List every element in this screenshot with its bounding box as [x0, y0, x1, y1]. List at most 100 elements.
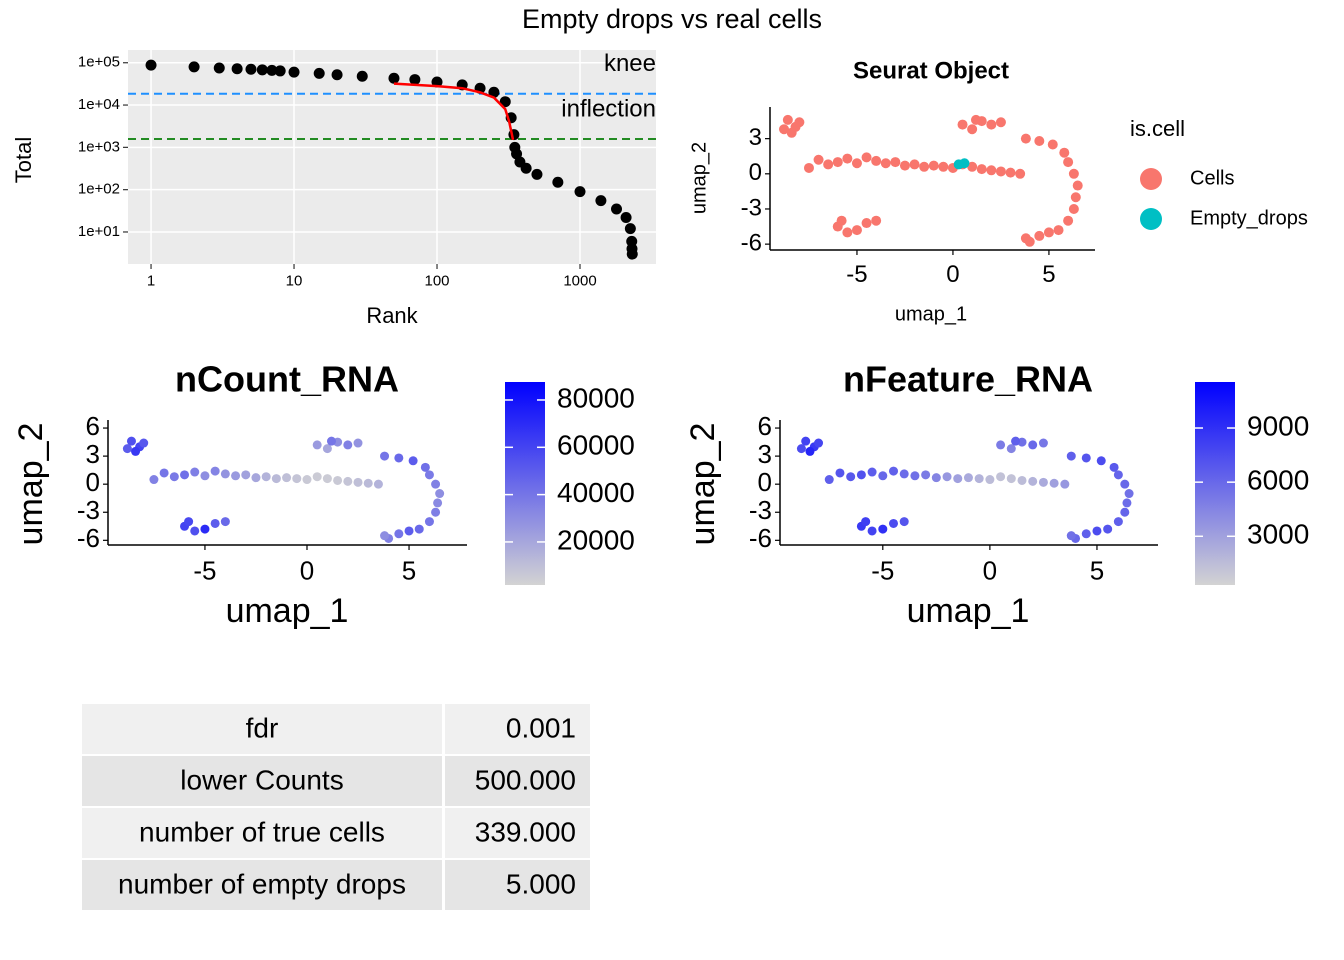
data-point — [408, 456, 418, 466]
data-point — [1043, 227, 1054, 238]
data-point — [312, 440, 322, 450]
data-point — [1053, 225, 1064, 236]
data-point — [899, 517, 909, 527]
data-point — [878, 524, 888, 534]
table-cell — [445, 860, 590, 910]
legend-swatch — [1140, 208, 1162, 230]
data-point — [220, 517, 230, 527]
data-point — [1063, 215, 1074, 226]
data-point — [856, 470, 866, 480]
data-point — [188, 61, 200, 73]
data-point — [1028, 440, 1038, 450]
plot-background — [128, 50, 656, 264]
data-point — [1120, 507, 1130, 517]
data-point — [813, 154, 824, 165]
data-point — [624, 223, 636, 235]
colorbar-label: 3000 — [1247, 519, 1309, 550]
x-tick-label: 0 — [300, 555, 314, 585]
data-point — [846, 472, 856, 482]
data-point — [210, 466, 220, 476]
legend-label: Empty_drops — [1190, 207, 1308, 229]
data-point — [938, 161, 949, 172]
data-point — [231, 63, 243, 75]
data-point — [959, 158, 970, 169]
data-point — [331, 69, 343, 81]
data-point — [184, 517, 194, 527]
data-point — [1038, 438, 1048, 448]
data-point — [1034, 135, 1045, 146]
colorbar-label: 40000 — [557, 477, 635, 508]
chart-title: nCount_RNA — [175, 359, 399, 400]
legend-swatch — [1140, 168, 1162, 190]
data-point — [420, 462, 430, 472]
data-point — [1006, 474, 1016, 484]
data-point — [1068, 168, 1079, 179]
data-point — [1124, 489, 1134, 499]
data-point — [433, 498, 443, 508]
data-point — [353, 438, 363, 448]
y-tick-label: 1e+04 — [78, 96, 120, 113]
data-point — [611, 203, 623, 215]
data-point — [782, 114, 793, 125]
data-point — [190, 467, 200, 477]
x-tick-label: 0 — [983, 555, 997, 585]
colorbar-label: 80000 — [557, 382, 635, 413]
data-point — [832, 157, 843, 168]
colorbar-label: 60000 — [557, 430, 635, 461]
data-point — [312, 472, 322, 482]
data-point — [343, 440, 353, 450]
data-point — [953, 474, 963, 484]
x-axis-label: umap_1 — [907, 592, 1030, 630]
data-point — [231, 471, 241, 481]
x-tick-label: -5 — [193, 555, 216, 585]
data-point — [851, 158, 862, 169]
data-point — [190, 526, 200, 536]
data-point — [424, 517, 434, 527]
data-point — [976, 164, 987, 175]
data-point — [942, 472, 952, 482]
data-point — [921, 470, 931, 480]
data-point — [394, 529, 404, 539]
data-point — [824, 475, 834, 485]
y-tick-label: 1e+05 — [78, 54, 120, 71]
table-label: lower Counts — [180, 764, 343, 795]
data-point — [1081, 453, 1091, 463]
data-point — [794, 117, 805, 128]
data-point — [431, 507, 441, 517]
fit-line — [393, 82, 515, 141]
data-point — [274, 65, 286, 77]
data-point — [1017, 475, 1027, 485]
table-cell — [82, 756, 442, 806]
data-point — [1072, 180, 1083, 191]
data-point — [963, 473, 973, 483]
y-tick-label: 6 — [758, 411, 772, 441]
y-tick-label: 1e+02 — [78, 181, 120, 198]
y-tick-label: 6 — [86, 411, 100, 441]
data-point — [985, 475, 995, 485]
data-point — [967, 124, 978, 135]
x-tick-label: 0 — [946, 261, 959, 288]
threshold-label: knee — [604, 50, 656, 77]
y-tick-label: -6 — [749, 523, 772, 553]
data-point — [574, 186, 586, 198]
x-tick-label: -5 — [846, 261, 867, 288]
data-point — [889, 466, 899, 476]
data-point — [322, 474, 332, 484]
data-point — [1060, 479, 1070, 489]
data-point — [1066, 451, 1076, 461]
data-point — [1020, 233, 1031, 244]
data-point — [1020, 133, 1031, 144]
data-point — [861, 218, 872, 229]
data-point — [995, 117, 1006, 128]
table-label: number of empty drops — [118, 868, 406, 899]
data-point — [288, 66, 300, 78]
data-point — [851, 225, 862, 236]
data-point — [1068, 203, 1079, 214]
data-point — [1066, 531, 1076, 541]
x-tick-label: 100 — [425, 272, 450, 289]
data-point — [139, 438, 149, 448]
data-point — [626, 248, 638, 260]
data-point — [890, 157, 901, 168]
data-point — [801, 436, 811, 446]
data-point — [967, 161, 978, 172]
